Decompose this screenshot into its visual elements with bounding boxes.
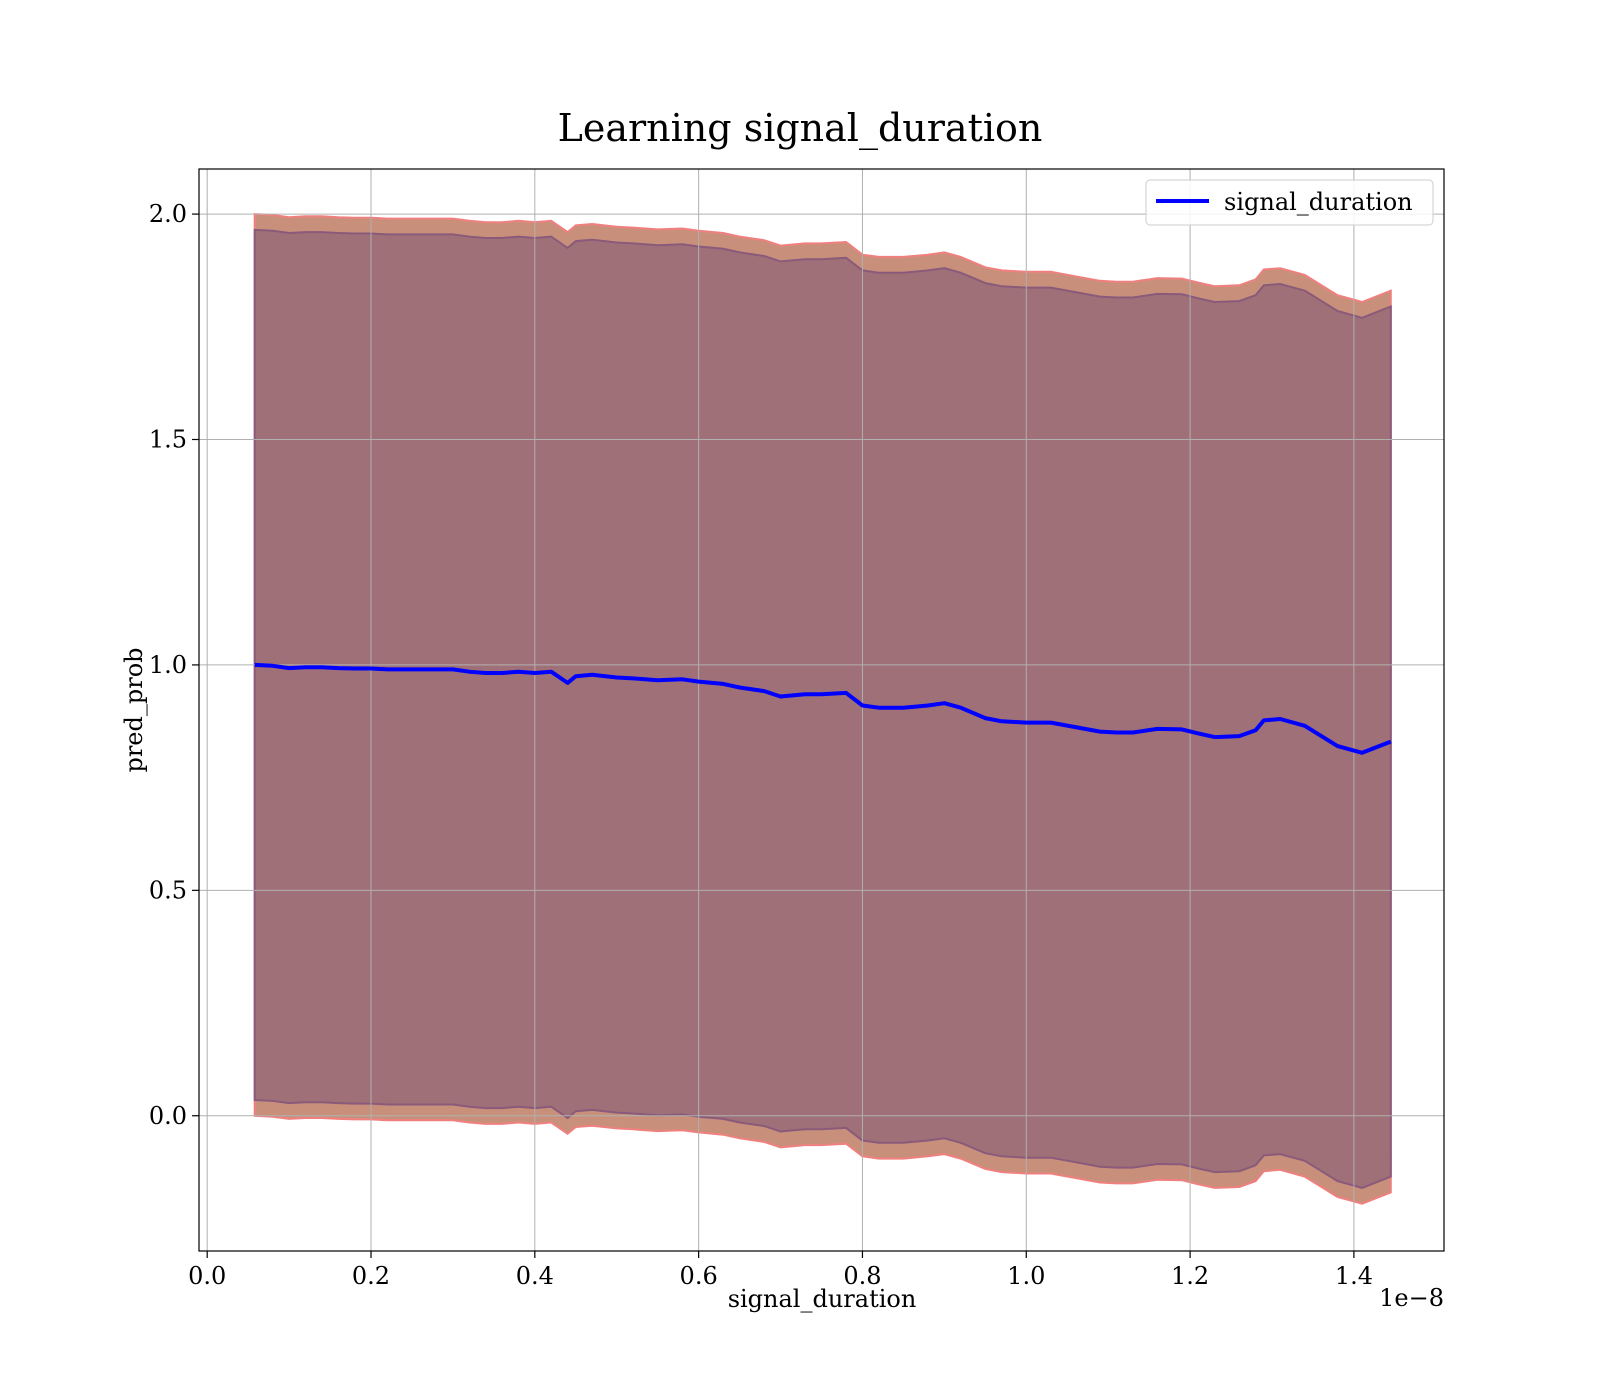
x-tick-label-7: 1.4 (1335, 1262, 1373, 1290)
x-tick-label-1: 0.2 (352, 1262, 390, 1290)
band-inner (253, 228, 1392, 1189)
plot-frame (198, 168, 1445, 1252)
x-tick-label-6: 1.2 (1171, 1262, 1209, 1290)
x-axis-ticks: 0.0 0.2 0.4 0.6 0.8 1.0 1.2 1.4 (188, 1251, 1373, 1290)
x-tick-label-4: 0.8 (843, 1262, 881, 1290)
legend-box (1145, 179, 1434, 226)
x-tick-label-5: 1.0 (1007, 1262, 1045, 1290)
x-tick-label-0: 0.0 (188, 1262, 226, 1290)
legend-label-signal-duration: signal_duration (1224, 188, 1413, 216)
y-tick-label-2: 1.0 (149, 651, 187, 679)
x-axis-label: signal_duration (728, 1285, 917, 1313)
x-tick-label-3: 0.6 (680, 1262, 718, 1290)
x-tick-label-2: 0.4 (516, 1262, 554, 1290)
series-line-signal-duration (254, 662, 1392, 755)
grid-lines (199, 169, 1444, 1251)
y-axis-label: pred_prob (120, 647, 148, 772)
chart-title: Learning signal_duration (558, 106, 1043, 151)
y-tick-label-4: 2.0 (149, 200, 187, 228)
series-lines (254, 662, 1392, 755)
y-axis-ticks: 0.0 0.5 1.0 1.5 2.0 (149, 200, 199, 1130)
confidence-bands (253, 213, 1392, 1205)
x-axis-offset-label: 1e−8 (1379, 1284, 1444, 1312)
y-tick-label-3: 1.5 (149, 426, 187, 454)
y-tick-label-0: 0.0 (149, 1102, 187, 1130)
legend: signal_duration (1145, 179, 1434, 226)
y-tick-label-1: 0.5 (149, 876, 187, 904)
